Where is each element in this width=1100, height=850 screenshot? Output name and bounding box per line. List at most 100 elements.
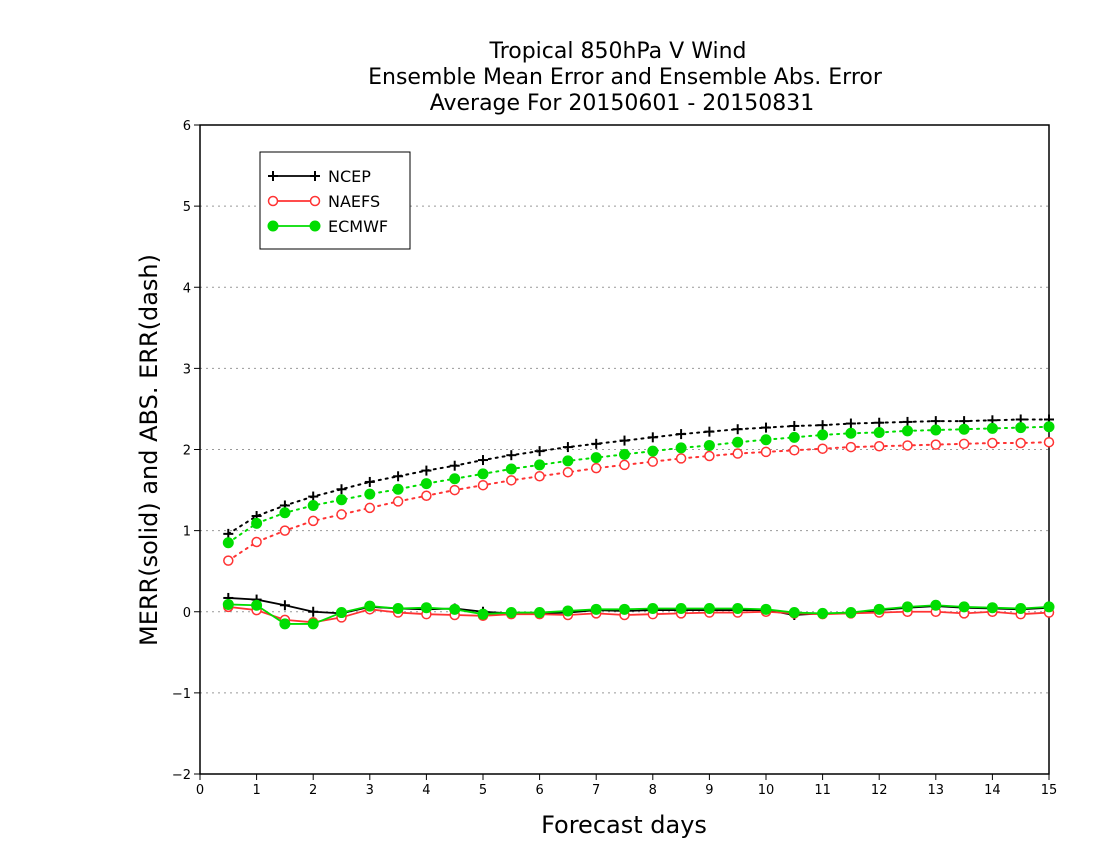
- ncep-abs-err-point: [845, 418, 856, 429]
- naefs-abs-err-point: [534, 471, 545, 482]
- x-axis-label: Forecast days: [541, 811, 707, 839]
- naefs-abs-err-point: [279, 525, 291, 536]
- x-tick-label: 9: [705, 783, 713, 798]
- ecmwf-merr-point: [251, 599, 263, 611]
- ecmwf-abs-err-point: [817, 429, 829, 441]
- y-tick-label: 3: [183, 362, 191, 377]
- ecmwf-abs-err-point: [562, 455, 574, 467]
- legend-entry-ncep: NCEP: [268, 167, 371, 186]
- ncep-abs-err-point: [364, 476, 375, 487]
- x-tick-label: 0: [196, 783, 204, 798]
- legend-entry-ecmwf: ECMWF: [267, 217, 388, 236]
- naefs-abs-err-point: [817, 443, 828, 454]
- ecmwf-abs-err-point: [1015, 422, 1027, 434]
- x-axis-ticks: 0 1 2 3 4 5 6 7 8 9 10 11 12 13 14 15: [196, 774, 1057, 798]
- naefs-abs-err-point: [421, 490, 432, 501]
- ecmwf-abs-err-point: [336, 494, 347, 506]
- ecmwf-merr-point: [732, 603, 744, 615]
- ecmwf-merr-point: [788, 607, 800, 619]
- ecmwf-merr-point: [1043, 601, 1055, 613]
- ecmwf-abs-err-point: [307, 499, 319, 511]
- x-tick-label: 2: [309, 783, 317, 798]
- legend-label: ECMWF: [328, 217, 388, 236]
- y-axis-label: MERR(solid) and ABS. ERR(dash): [135, 254, 163, 646]
- ecmwf-merr-point: [364, 600, 376, 612]
- y-tick-label: 1: [183, 525, 191, 540]
- legend-marker-left: [267, 220, 279, 232]
- ecmwf-abs-err-point: [703, 439, 715, 451]
- x-tick-label: 13: [928, 783, 945, 798]
- x-tick-label: 12: [871, 783, 888, 798]
- x-tick-label: 5: [479, 783, 487, 798]
- ncep-abs-err-point: [789, 420, 800, 431]
- x-tick-label: 6: [535, 783, 543, 798]
- ncep-abs-err-point: [930, 416, 941, 427]
- legend-marker-left: [267, 195, 279, 207]
- naefs-abs-err-point: [562, 466, 574, 478]
- chart-title: Tropical 850hPa V Wind Ensemble Mean Err…: [368, 39, 883, 116]
- ecmwf-abs-err-point: [986, 422, 998, 434]
- x-tick-label: 14: [984, 783, 1001, 798]
- naefs-abs-err-point: [1015, 437, 1026, 449]
- naefs-abs-err-point: [987, 437, 998, 449]
- ncep-abs-err-point: [478, 455, 488, 466]
- ecmwf-merr-point: [647, 603, 659, 615]
- x-tick-label: 1: [252, 783, 260, 798]
- ncep-abs-err-point: [562, 442, 573, 453]
- ecmwf-abs-err-point: [958, 423, 970, 435]
- y-tick-label: 0: [183, 606, 191, 621]
- ecmwf-merr-point: [336, 607, 347, 619]
- naefs-abs-err-point: [506, 475, 517, 486]
- ecmwf-abs-err-point: [449, 473, 461, 485]
- ecmwf-merr-point: [845, 607, 857, 619]
- ecmwf-merr-point: [873, 603, 885, 615]
- legend-marker-left: [268, 171, 278, 181]
- ncep-abs-err-point: [534, 446, 545, 457]
- ncep-abs-err-line: [227, 418, 1050, 535]
- ncep-abs-err-point: [704, 426, 715, 437]
- ecmwf-abs-err-point: [930, 424, 942, 436]
- ecmwf-merr-point: [279, 618, 291, 630]
- legend-marker-right: [309, 220, 321, 232]
- ncep-merr-point: [279, 600, 290, 611]
- naefs-abs-err-point: [336, 509, 347, 520]
- x-tick-label: 3: [366, 783, 374, 798]
- naefs-abs-err-point: [449, 484, 460, 496]
- ecmwf-merr-point: [1015, 603, 1027, 615]
- ecmwf-abs-err-point: [760, 434, 772, 446]
- ncep-abs-err-point: [506, 450, 517, 461]
- plot-area: [222, 414, 1055, 630]
- naefs-abs-err-point: [760, 446, 772, 458]
- naefs-abs-err-point: [789, 445, 800, 456]
- ncep-abs-err-point: [761, 422, 771, 433]
- ecmwf-abs-err-point: [675, 442, 687, 454]
- legend-label: NAEFS: [328, 192, 380, 211]
- naefs-abs-err-point: [930, 439, 942, 450]
- y-tick-label: −2: [172, 768, 191, 783]
- naefs-abs-err-point: [647, 456, 659, 467]
- naefs-abs-err-point: [590, 462, 602, 474]
- legend-entry-naefs: NAEFS: [267, 192, 380, 211]
- ecmwf-merr-point: [307, 618, 319, 630]
- series-ecmwf: [222, 421, 1055, 630]
- ecmwf-abs-err-point: [902, 425, 913, 437]
- title-line-3: Average For 20150601 - 20150831: [430, 91, 815, 116]
- y-tick-label: 6: [183, 119, 191, 134]
- ecmwf-abs-err-point: [364, 488, 376, 500]
- naefs-abs-err-point: [902, 440, 913, 451]
- ecmwf-abs-err-point: [251, 517, 263, 529]
- ecmwf-abs-err-point: [873, 426, 885, 438]
- y-axis-ticks: −2 −1 0 1 2 3 4 5 6: [172, 119, 200, 783]
- ncep-abs-err-point: [676, 429, 687, 440]
- ncep-abs-err-point: [421, 465, 432, 476]
- x-tick-label: 8: [649, 783, 657, 798]
- naefs-abs-err-point: [873, 441, 885, 452]
- ecmwf-merr-point: [930, 599, 942, 611]
- x-tick-label: 15: [1041, 783, 1058, 798]
- legend-label: NCEP: [328, 167, 371, 186]
- x-tick-label: 10: [758, 783, 775, 798]
- ecmwf-abs-err-point: [477, 468, 489, 480]
- naefs-abs-err-point: [392, 496, 404, 507]
- ncep-abs-err-point: [619, 435, 630, 446]
